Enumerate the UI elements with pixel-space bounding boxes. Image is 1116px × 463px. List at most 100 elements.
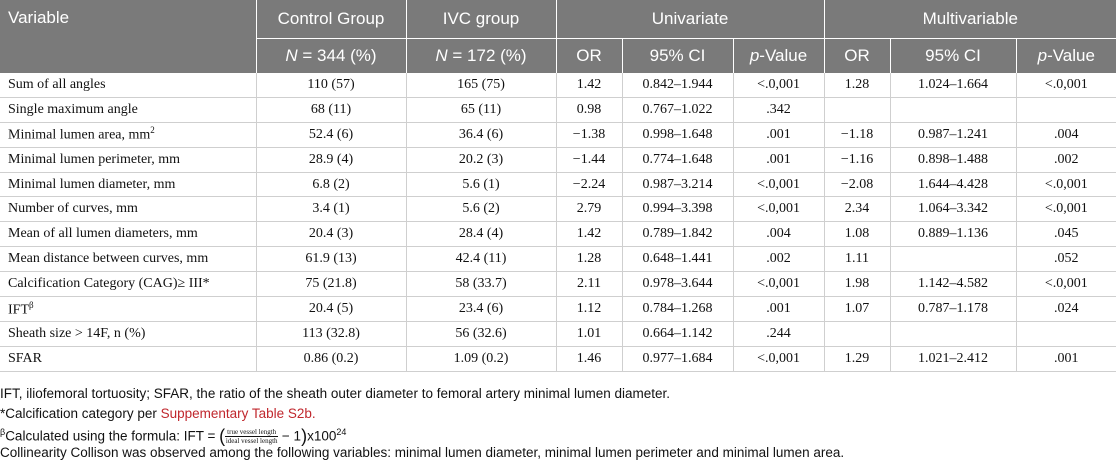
cell-variable: Mean of all lumen diameters, mm [0,221,257,248]
cell-control: 61.9 (13) [256,246,407,273]
cell-uni-p: <.0,001 [733,271,825,298]
cell-control: 6.8 (2) [256,172,407,198]
cell-control: 0.86 (0.2) [256,346,407,372]
cell-uni-ci: 0.994–3.398 [622,196,734,223]
cell-multi-ci: 1.024–1.664 [890,73,1017,98]
cell-uni-p: <.0,001 [733,73,825,98]
cell-variable: Mean distance between curves, mm [0,246,257,273]
cell-uni-p: .002 [733,246,825,273]
footnote-formula: βCalculated using the formula: IFT = (tr… [0,426,347,447]
cell-uni-or: −1.44 [556,147,623,173]
header-control-n: N = 344 (%) [256,38,407,73]
cell-uni-or: 1.42 [556,73,623,98]
header-multivariable: Multivariable [824,0,1116,39]
cell-multi-ci: 0.889–1.136 [890,221,1017,248]
cell-uni-p: .001 [733,122,825,148]
cell-control: 52.4 (6) [256,122,407,148]
table-row: Minimal lumen area, mm2 52.4 (6) 36.4 (6) −… [0,122,1116,148]
header-ivc-group: IVC group [406,0,557,39]
table-footnotes: IFT, iliofemoral tortuosity; SFAR, the r… [0,384,1116,462]
table-row: Mean distance between curves, mm 61.9 (13… [0,246,1116,273]
cell-uni-p: .342 [733,97,825,123]
results-table: Variable Control Group IVC group Univari… [0,0,1116,372]
cell-multi-ci: 0.898–1.488 [890,147,1017,173]
header-multi-or: OR [824,38,891,73]
cell-control: 28.9 (4) [256,147,407,173]
cell-variable: Sum of all angles [0,73,257,98]
cell-uni-p: .004 [733,221,825,248]
header-uni-or: OR [556,38,623,73]
header-uni-p: p-Value [733,38,825,73]
cell-multi-or: 1.29 [824,346,891,372]
cell-multi-p: .004 [1016,122,1116,148]
cell-multi-or [824,97,891,123]
table-row: Minimal lumen diameter, mm 6.8 (2) 5.6 (1)… [0,172,1116,198]
supplementary-table-link[interactable]: Suppementary Table S2b. [160,405,316,421]
cell-ivc: 42.4 (11) [406,246,557,273]
cell-multi-ci [890,246,1017,273]
cell-multi-p: <.0,001 [1016,172,1116,198]
cell-uni-ci: 0.978–3.644 [622,271,734,298]
header-multi-p: p-Value [1016,38,1116,73]
cell-ivc: 65 (11) [406,97,557,123]
table-row: Calcification Category (CAG)≥ III* 75 (21… [0,271,1116,298]
table-row: Mean of all lumen diameters, mm 20.4 (3) 2… [0,221,1116,248]
cell-ivc: 28.4 (4) [406,221,557,248]
cell-uni-ci: 0.987–3.214 [622,172,734,198]
cell-uni-p: <.0,001 [733,172,825,198]
cell-uni-ci: 0.789–1.842 [622,221,734,248]
cell-ivc: 165 (75) [406,73,557,98]
footnote-abbreviations: IFT, iliofemoral tortuosity; SFAR, the r… [0,386,671,401]
header-control-group: Control Group [256,0,407,39]
cell-ivc: 5.6 (2) [406,196,557,223]
cell-multi-p: <.0,001 [1016,73,1116,98]
cell-ivc: 56 (32.6) [406,321,557,347]
cell-variable: SFAR [0,346,257,372]
cell-multi-p: .024 [1016,296,1116,322]
table-row: Single maximum angle 68 (11) 65 (11) 0.98 0.… [0,97,1116,123]
cell-multi-or: −1.16 [824,147,891,173]
cell-uni-or: 1.01 [556,321,623,347]
cell-uni-p: .244 [733,321,825,347]
cell-variable: Calcification Category (CAG)≥ III* [0,271,257,298]
cell-multi-or: 2.34 [824,196,891,223]
header-variable: Variable [0,0,257,73]
cell-control: 20.4 (5) [256,296,407,322]
cell-uni-ci: 0.998–1.648 [622,122,734,148]
cell-variable: Single maximum angle [0,97,257,123]
table-row: Sheath size > 14F, n (%) 113 (32.8) 56 (32… [0,321,1116,347]
cell-multi-p: <.0,001 [1016,271,1116,298]
cell-control: 3.4 (1) [256,196,407,223]
cell-control: 113 (32.8) [256,321,407,347]
cell-uni-p: .001 [733,147,825,173]
cell-uni-ci: 0.774–1.648 [622,147,734,173]
footnote-calcification: *Calcification category per Suppementary… [0,405,316,421]
cell-multi-ci [890,321,1017,347]
cell-multi-p: .045 [1016,221,1116,248]
cell-uni-ci: 0.977–1.684 [622,346,734,372]
cell-uni-p: <.0,001 [733,196,825,223]
cell-uni-or: 0.98 [556,97,623,123]
cell-uni-p: <.0,001 [733,346,825,372]
cell-multi-or: 1.98 [824,271,891,298]
cell-multi-ci: 1.021–2.412 [890,346,1017,372]
cell-multi-p: .001 [1016,346,1116,372]
cell-variable: Number of curves, mm [0,196,257,223]
table-row: Minimal lumen perimeter, mm 28.9 (4) 20.2 … [0,147,1116,173]
cell-uni-or: 2.11 [556,271,623,298]
cell-multi-ci: 0.987–1.241 [890,122,1017,148]
cell-uni-or: 1.28 [556,246,623,273]
cell-multi-or: −2.08 [824,172,891,198]
cell-control: 110 (57) [256,73,407,98]
cell-uni-ci: 0.842–1.944 [622,73,734,98]
cell-control: 68 (11) [256,97,407,123]
cell-uni-or: 1.42 [556,221,623,248]
cell-multi-ci: 1.644–4.428 [890,172,1017,198]
cell-ivc: 36.4 (6) [406,122,557,148]
cell-control: 75 (21.8) [256,271,407,298]
header-univariate: Univariate [556,0,825,39]
cell-uni-or: −2.24 [556,172,623,198]
cell-control: 20.4 (3) [256,221,407,248]
table-body: Sum of all angles 110 (57) 165 (75) 1.42 0.8… [0,73,1116,372]
cell-multi-or: 1.08 [824,221,891,248]
